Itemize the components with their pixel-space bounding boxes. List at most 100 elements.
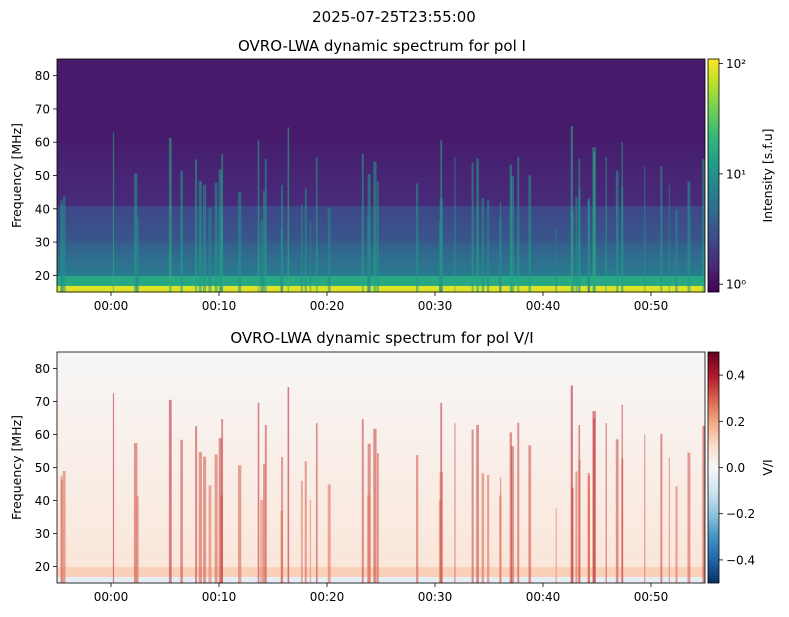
burst-streak: [112, 393, 115, 583]
heatmap-row: [57, 385, 705, 389]
heatmap-row: [57, 108, 705, 113]
heatmap-row: [57, 188, 705, 193]
heatmap-row: [57, 361, 705, 366]
heatmap-row: [57, 444, 705, 449]
heatmap-row: [57, 358, 705, 363]
x-axis: 00:00 00:10 00:20 00:30 00:40 00:50: [94, 583, 668, 604]
heatmap-row: [57, 454, 705, 459]
burst-streak: [615, 170, 619, 292]
y-tick-label: 80: [35, 69, 50, 83]
burst-streak: [262, 464, 266, 583]
burst-streak: [555, 508, 557, 583]
heatmap-row: [57, 526, 705, 531]
heatmap-row: [57, 232, 705, 237]
burst-streak: [499, 201, 502, 292]
heatmap-row: [57, 484, 705, 488]
burst-streak: [660, 165, 663, 292]
x-tick-label: 00:40: [526, 590, 561, 604]
burst-streak: [471, 162, 474, 292]
heatmap-row: [57, 95, 705, 100]
burst-streak: [439, 472, 443, 583]
heatmap-row: [57, 533, 705, 538]
burst-streak: [416, 183, 419, 292]
burst-streak: [702, 159, 706, 292]
burst-streak: [214, 454, 218, 583]
heatmap-row: [57, 165, 705, 170]
burst-streak: [300, 204, 303, 292]
burst-streak: [195, 426, 198, 583]
burst-streak: [315, 423, 318, 583]
burst-streak: [675, 486, 678, 583]
y-tick-label: 40: [35, 494, 50, 508]
heatmap-row: [57, 513, 705, 518]
burst-streak: [218, 169, 223, 292]
burst-streak: [180, 170, 183, 292]
burst-streak: [168, 137, 172, 292]
burst-streak: [221, 419, 224, 583]
heatmap-row: [57, 278, 705, 283]
heatmap-row: [57, 424, 705, 429]
colorbar-label: V/I: [760, 459, 775, 475]
heatmap-row: [57, 573, 705, 577]
heatmap-row: [57, 178, 705, 183]
heatmap-row: [57, 68, 705, 73]
heatmap-row: [57, 553, 705, 558]
x-tick-label: 00:30: [418, 590, 453, 604]
burst-streak: [578, 187, 581, 292]
x-tick-label: 00:20: [310, 299, 345, 313]
heatmap: [57, 352, 706, 584]
heatmap-row: [57, 566, 705, 571]
burst-streak: [587, 475, 590, 583]
heatmap-row: [57, 102, 705, 107]
burst-streak: [416, 455, 419, 583]
y-tick-label: 50: [35, 169, 50, 183]
y-axis: 20 30 40 50 60 70 80: [35, 362, 57, 574]
colorbar: 10⁰ 10¹ 10² Intensity [s.f.u]: [707, 57, 775, 293]
burst-streak: [260, 220, 264, 292]
burst-streak: [660, 433, 663, 583]
burst-streak: [454, 157, 456, 292]
burst-streak: [509, 432, 513, 583]
heatmap-row: [57, 125, 705, 130]
burst-streak: [621, 186, 624, 292]
colorbar-tick-label: 10⁰: [726, 278, 746, 292]
burst-streak: [327, 484, 331, 583]
y-tick-label: 60: [35, 428, 50, 442]
heatmap-row: [57, 490, 705, 495]
heatmap-row: [57, 474, 705, 478]
heatmap-row: [57, 222, 705, 227]
burst-streak: [264, 425, 267, 583]
heatmap-row: [57, 418, 705, 422]
burst-streak: [510, 176, 515, 292]
heatmap-row: [57, 248, 705, 253]
burst-streak: [575, 471, 578, 583]
burst-streak: [287, 127, 290, 293]
heatmap-row: [57, 411, 705, 416]
burst-streak: [509, 164, 513, 292]
heatmap-row: [57, 441, 705, 445]
burst-streak: [208, 485, 212, 583]
burst-streak: [487, 199, 490, 292]
heatmap-row: [57, 556, 705, 561]
burst-streak: [133, 173, 138, 292]
heatmap-row: [57, 523, 705, 528]
heatmap-row: [57, 105, 705, 110]
heatmap-row: [57, 182, 705, 187]
heatmap-row: [57, 135, 705, 140]
heatmap-row: [57, 365, 705, 370]
heatmap-row: [57, 152, 705, 157]
burst-streak: [675, 209, 678, 292]
heatmap-row: [57, 437, 705, 442]
heatmap-row: [57, 72, 705, 77]
heatmap-row: [57, 258, 705, 263]
heatmap-row: [57, 543, 705, 548]
colorbar-gradient: [707, 58, 720, 293]
heatmap-row: [57, 59, 705, 63]
burst-streak: [62, 196, 66, 292]
heatmap-row: [57, 352, 705, 356]
burst-streak: [60, 203, 64, 292]
heatmap-row: [57, 394, 705, 399]
burst-streak: [439, 197, 443, 292]
heatmap-row: [57, 122, 705, 127]
x-tick-label: 00:10: [202, 590, 237, 604]
